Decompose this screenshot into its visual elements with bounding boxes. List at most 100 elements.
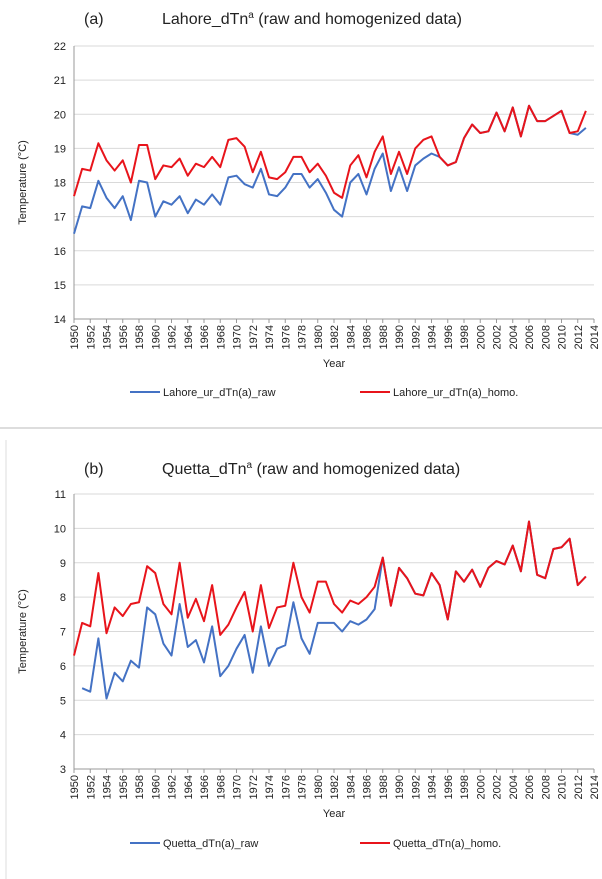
x-tick-label: 1998: [459, 325, 471, 349]
series-line: [81, 520, 587, 700]
x-tick-label: 1988: [378, 325, 390, 349]
x-tick-label: 1980: [313, 775, 325, 799]
y-tick-label: 8: [60, 592, 66, 604]
series-line: [73, 520, 587, 656]
x-tick-label: 2002: [492, 325, 504, 349]
x-tick-label: 1978: [297, 325, 309, 349]
x-tick-label: 1958: [134, 775, 146, 799]
x-tick-label: 1974: [264, 325, 276, 349]
series-line: [73, 104, 587, 199]
x-tick-label: 1976: [280, 325, 292, 349]
x-tick-label: 1968: [215, 775, 227, 799]
x-tick-label: 2004: [508, 325, 520, 349]
x-tick-label: 1966: [199, 775, 211, 799]
y-tick-label: 20: [54, 109, 66, 121]
title-rest: (raw and homogenized data): [254, 11, 462, 28]
x-tick-label: 1962: [167, 775, 179, 799]
x-tick-label: 1990: [394, 775, 406, 799]
y-tick-label: 9: [60, 558, 66, 570]
x-tick-label: 1988: [378, 775, 390, 799]
x-tick-label: 1976: [280, 775, 292, 799]
title-rest: (raw and homogenized data): [252, 461, 460, 478]
x-tick-label: 1960: [150, 775, 162, 799]
y-tick-label: 16: [54, 246, 66, 258]
legend-label: Quetta_dTn(a)_raw: [163, 838, 258, 850]
x-tick-label: 1996: [443, 775, 455, 799]
x-tick-label: 1992: [410, 775, 422, 799]
x-tick-label: 2000: [475, 325, 487, 349]
y-tick-label: 22: [54, 41, 66, 53]
x-tick-label: 1998: [459, 775, 471, 799]
x-tick-label: 1954: [102, 775, 114, 799]
x-tick-label: 1984: [345, 775, 357, 799]
title-superscript: a: [248, 10, 254, 21]
x-tick-label: 1966: [199, 325, 211, 349]
x-tick-label: 1996: [443, 325, 455, 349]
x-tick-label: 1990: [394, 325, 406, 349]
y-tick-label: 19: [54, 143, 66, 155]
x-tick-label: 2006: [524, 325, 536, 349]
x-axis-label: Year: [323, 808, 346, 820]
x-tick-label: 1986: [362, 325, 374, 349]
chart-title: Lahore_dTna (raw and homogenized data): [162, 10, 462, 28]
x-tick-label: 1952: [85, 325, 97, 349]
x-tick-label: 1994: [427, 325, 439, 349]
x-tick-label: 1964: [183, 775, 195, 799]
x-tick-label: 2012: [573, 325, 585, 349]
x-tick-label: 1982: [329, 325, 341, 349]
y-tick-label: 15: [54, 280, 66, 292]
y-tick-label: 17: [54, 212, 66, 224]
y-tick-label: 5: [60, 695, 66, 707]
title-superscript: a: [247, 460, 253, 471]
series-line: [73, 104, 587, 234]
y-tick-label: 21: [54, 75, 66, 87]
y-tick-label: 11: [55, 489, 66, 501]
x-tick-label: 1992: [410, 325, 422, 349]
x-tick-label: 1984: [345, 325, 357, 349]
x-tick-label: 2000: [475, 775, 487, 799]
title-main: Lahore_dTn: [162, 11, 248, 28]
x-tick-label: 1972: [248, 325, 260, 349]
y-tick-label: 10: [54, 523, 66, 535]
x-tick-label: 1994: [427, 775, 439, 799]
y-tick-label: 4: [60, 730, 66, 742]
panel-label: (b): [84, 461, 104, 478]
x-tick-label: 2004: [508, 775, 520, 799]
y-tick-label: 14: [54, 314, 66, 326]
title-main: Quetta_dTn: [162, 461, 247, 478]
panel-label: (a): [84, 11, 104, 28]
x-tick-label: 2010: [557, 325, 569, 349]
x-tick-label: 1956: [118, 775, 130, 799]
x-tick-label: 2014: [589, 775, 601, 799]
x-tick-label: 2002: [492, 775, 504, 799]
x-tick-label: 2008: [540, 325, 552, 349]
legend-label: Lahore_ur_dTn(a)_raw: [163, 387, 276, 399]
x-tick-label: 1972: [248, 775, 260, 799]
x-tick-label: 1982: [329, 775, 341, 799]
y-axis-label: Temperature (°C): [17, 589, 29, 673]
y-tick-label: 6: [60, 661, 66, 673]
x-tick-label: 2008: [540, 775, 552, 799]
x-tick-label: 1950: [69, 775, 81, 799]
x-tick-label: 1970: [232, 775, 244, 799]
x-tick-label: 1954: [102, 325, 114, 349]
x-tick-label: 1986: [362, 775, 374, 799]
x-tick-label: 1958: [134, 325, 146, 349]
y-tick-label: 3: [60, 764, 66, 776]
x-tick-label: 1952: [85, 775, 97, 799]
x-tick-label: 1978: [297, 775, 309, 799]
x-tick-label: 2012: [573, 775, 585, 799]
x-tick-label: 2006: [524, 775, 536, 799]
x-tick-label: 1968: [215, 325, 227, 349]
legend-label: Quetta_dTn(a)_homo.: [393, 838, 501, 850]
chart-title: Quetta_dTna (raw and homogenized data): [162, 460, 460, 478]
x-tick-label: 1970: [232, 325, 244, 349]
x-tick-label: 1950: [69, 325, 81, 349]
y-tick-label: 7: [60, 627, 66, 639]
x-tick-label: 1956: [118, 325, 130, 349]
x-tick-label: 1964: [183, 325, 195, 349]
x-tick-label: 1974: [264, 775, 276, 799]
x-tick-label: 1960: [150, 325, 162, 349]
